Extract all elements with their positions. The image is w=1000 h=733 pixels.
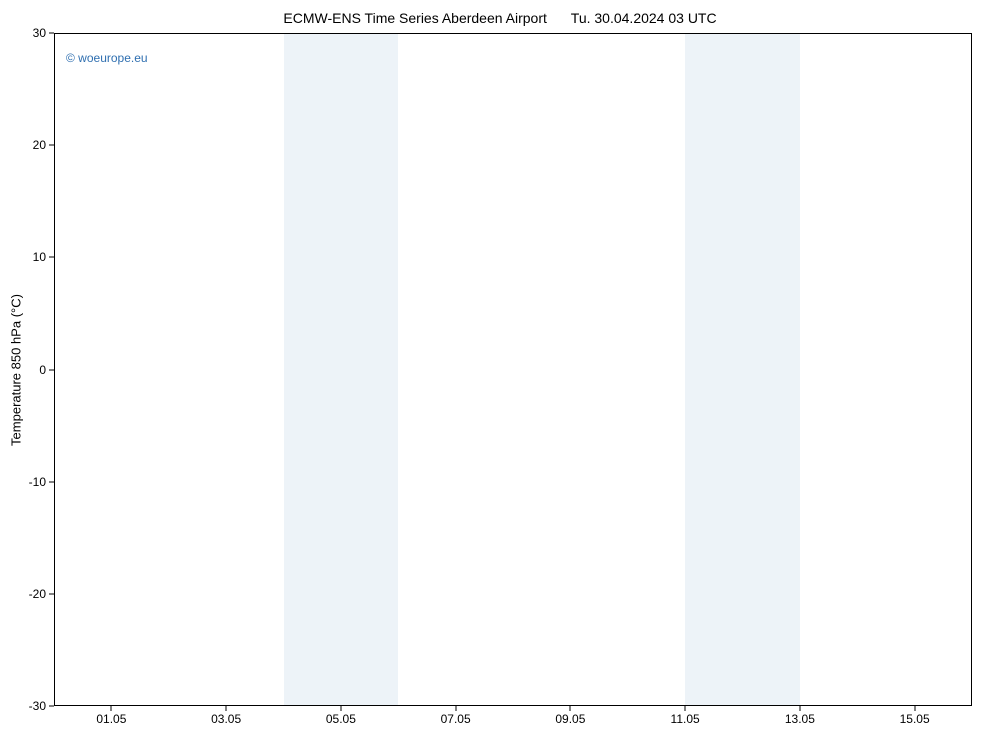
y-tick-label: 30 [33,26,46,40]
x-tick-label: 03.05 [211,712,241,726]
weekend-band [284,33,399,706]
y-tick-mark [49,145,54,146]
x-tick-mark [570,706,571,711]
chart-title-row: ECMW-ENS Time Series Aberdeen Airport Tu… [0,10,1000,26]
weekend-band [685,33,800,706]
y-tick-mark [49,369,54,370]
x-tick-mark [226,706,227,711]
plot-area: © woeurope.eu -30-20-10010203001.0503.05… [54,33,972,706]
x-tick-mark [455,706,456,711]
y-tick-mark [49,33,54,34]
x-tick-mark [111,706,112,711]
y-tick-mark [49,593,54,594]
y-tick-mark [49,706,54,707]
y-tick-label: -10 [29,475,46,489]
x-tick-mark [799,706,800,711]
chart-title-left: ECMW-ENS Time Series Aberdeen Airport [283,10,547,26]
x-tick-label: 09.05 [555,712,585,726]
x-tick-mark [340,706,341,711]
chart-title-right: Tu. 30.04.2024 03 UTC [571,10,717,26]
x-tick-label: 07.05 [441,712,471,726]
y-tick-label: 20 [33,138,46,152]
x-tick-label: 15.05 [900,712,930,726]
x-tick-label: 11.05 [671,712,700,726]
y-tick-mark [49,257,54,258]
x-tick-mark [914,706,915,711]
y-tick-label: -20 [29,587,46,601]
x-tick-label: 05.05 [326,712,356,726]
x-tick-label: 13.05 [785,712,815,726]
x-tick-mark [685,706,686,711]
y-tick-mark [49,481,54,482]
y-tick-label: 10 [33,250,46,264]
y-tick-label: -30 [29,699,46,713]
chart-container: ECMW-ENS Time Series Aberdeen Airport Tu… [0,0,1000,733]
y-axis-title: Temperature 850 hPa (°C) [9,294,24,446]
y-tick-label: 0 [39,363,46,377]
watermark: © woeurope.eu [66,51,148,65]
x-tick-label: 01.05 [96,712,126,726]
